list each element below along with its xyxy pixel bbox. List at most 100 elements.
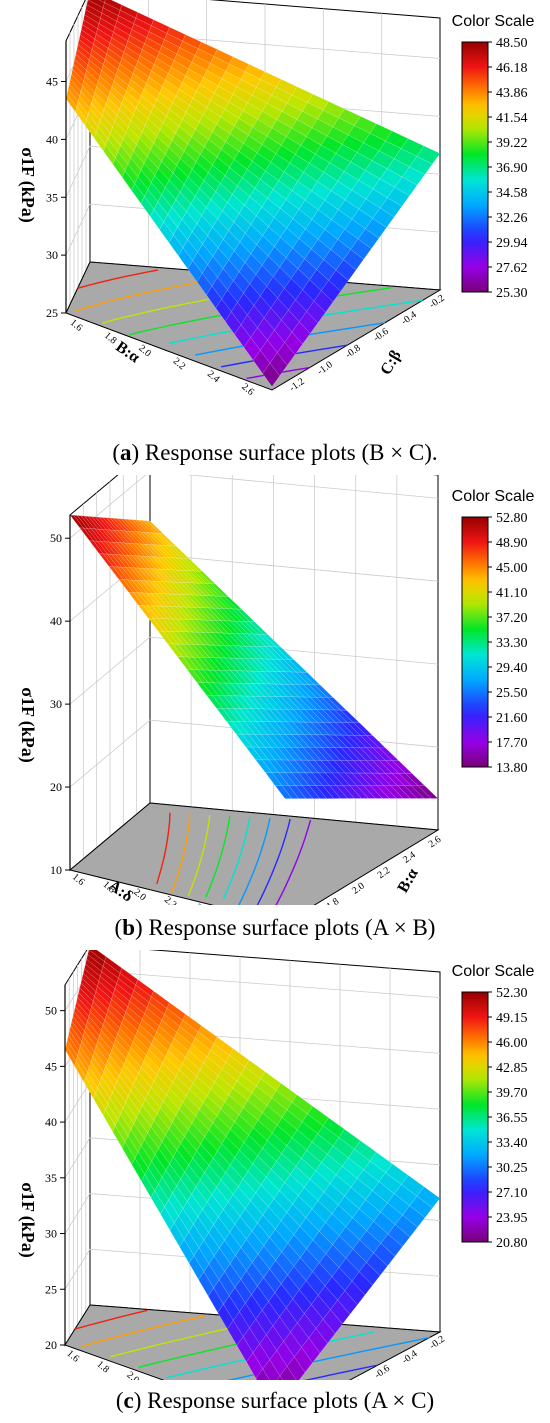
z-tick-label: 20	[45, 1338, 57, 1352]
surface-cell	[301, 1337, 321, 1364]
x-tick-label: 1.8	[102, 330, 119, 346]
caption-text-c: Response surface plots (A × C)	[147, 1388, 435, 1413]
colorbar-label: 30.25	[496, 1161, 528, 1176]
colorbar-label: 27.62	[496, 261, 528, 276]
contour-line	[275, 819, 312, 905]
surface-cell	[410, 785, 432, 799]
z-axis-title: σ1F (kPa)	[17, 147, 38, 223]
wall-gridline	[89, 970, 441, 999]
x-tick-label: 1.6	[64, 1348, 81, 1364]
surface-cell	[417, 785, 439, 799]
contour-line	[156, 812, 171, 884]
surface-cell	[279, 1365, 297, 1380]
z-tick-label: 35	[45, 1171, 57, 1185]
colorbar-label: 25.50	[496, 686, 528, 701]
x-tick-label: 1.6	[68, 317, 85, 333]
caption-a: (a) Response surface plots (B × C).	[112, 440, 438, 465]
colorbar-label: 25.30	[496, 286, 528, 301]
x-tick-label: 2.6	[239, 381, 256, 397]
y-axis-title: B:α	[395, 866, 422, 896]
surface-cell	[337, 1290, 358, 1315]
y-axis-title: C:β	[377, 348, 404, 378]
y-tick-label: 1.8	[325, 896, 342, 905]
colorbar-label: 45.00	[496, 561, 528, 576]
surface-cell	[383, 785, 404, 799]
z-axis-title: σ1F (kPa)	[17, 687, 38, 763]
colorbar-label: 36.90	[496, 161, 528, 176]
colorbar-label: 29.40	[496, 661, 528, 676]
colorbar-label: 39.70	[496, 1086, 528, 1101]
z-tick-label: 25	[45, 1282, 57, 1296]
floor	[68, 802, 440, 905]
y-tick-label: 2.2	[376, 865, 393, 881]
z-tick-label: 10	[50, 863, 62, 877]
panel-a: Color Scale 25 30 35 40 45 1.6 1.8 2.0 2.2 2.4 2.6…	[0, 0, 550, 475]
x-tick-label: 1.6	[70, 872, 87, 888]
wall-gridline	[149, 553, 439, 582]
colorbar-title-b: Color Scale	[452, 488, 535, 505]
colorbar-label: 46.18	[496, 61, 528, 76]
x-tick-label: 2.4	[193, 902, 210, 905]
colorbar-label: 52.80	[496, 511, 528, 526]
contour-line	[222, 816, 251, 899]
surface-cell	[349, 785, 369, 799]
colorbar-label: 21.60	[496, 711, 528, 726]
caption-b: (b) Response surface plots (A × B)	[114, 915, 436, 940]
z-tick-label: 40	[45, 1115, 57, 1129]
panel-c: Color Scale 202530354045501.61.82.02.22.…	[0, 950, 550, 1423]
colorbar-label: 36.55	[496, 1111, 528, 1126]
colorbar-label: 41.10	[496, 586, 528, 601]
caption-text-a: Response surface plots (B × C).	[144, 440, 438, 465]
y-tick-label: -0.8	[345, 1378, 364, 1380]
colorbar-label: 48.90	[496, 536, 528, 551]
colorbar-label: 33.40	[496, 1136, 528, 1151]
surface-plot-a: Color Scale 25303540451.61.82.02.22.42.6…	[17, 0, 535, 398]
colorbar-title-c: Color Scale	[452, 963, 535, 980]
y-tick-label: 2.0	[350, 881, 367, 897]
surface-plot-c: Color Scale 202530354045501.61.82.02.22.…	[17, 950, 535, 1380]
colorbar-label: 33.30	[496, 636, 528, 651]
z-tick-label: 20	[50, 780, 62, 794]
colorbar-label: 42.85	[496, 1061, 528, 1076]
surface-cell	[98, 0, 106, 3]
contour-line	[170, 813, 191, 895]
colorbar-label: 17.70	[496, 736, 528, 751]
colorbar-label: 49.15	[496, 1011, 528, 1026]
surface-cell	[366, 1252, 388, 1276]
colorbar-label: 52.30	[496, 986, 528, 1001]
surface-cell	[357, 228, 380, 250]
surface-cell	[262, 362, 280, 387]
contour-line	[205, 815, 231, 898]
surface-cell	[315, 1318, 336, 1344]
surface-cell	[387, 187, 410, 207]
surface-plot-b: Color Scale 10 20 30 40 50 1.6 1.8 2.0 2.2 2.4 2.6…	[17, 475, 535, 905]
colorbar-label: 39.22	[496, 136, 528, 151]
contour-line	[303, 1364, 379, 1380]
z-tick-label: 30	[46, 248, 58, 262]
surface-cell	[365, 218, 387, 239]
z-tick-label: 40	[46, 132, 58, 146]
contour-line	[238, 817, 271, 905]
surface-cell	[299, 311, 319, 334]
surface-cell	[276, 1375, 283, 1380]
z-tick-label: 25	[46, 306, 58, 320]
surface-cell	[394, 176, 418, 197]
z-tick-label: 30	[45, 1227, 57, 1241]
surface-cell	[401, 166, 425, 186]
x-tick-label: 2.2	[171, 356, 188, 372]
colorbar-label: 43.86	[496, 86, 528, 101]
caption-c: (c) Response surface plots (A × C)	[115, 1388, 435, 1413]
colorbar-label: 20.80	[496, 1236, 528, 1251]
y-tick-label: 2.6	[427, 834, 444, 850]
surface	[69, 514, 439, 799]
colorbar-label: 37.20	[496, 611, 528, 626]
contour-line	[81, 1315, 205, 1348]
colorbar-title-a: Color Scale	[452, 13, 535, 30]
surface-cell	[358, 1261, 381, 1286]
x-tick-label: 1.8	[94, 1359, 111, 1375]
caption-letter-a: a	[119, 440, 132, 465]
surface-cell	[306, 300, 326, 324]
colorbar-label: 48.50	[496, 36, 528, 51]
x-tick-label: 2.4	[205, 369, 222, 385]
caption-text-b: Response surface plots (A × B)	[148, 915, 436, 940]
